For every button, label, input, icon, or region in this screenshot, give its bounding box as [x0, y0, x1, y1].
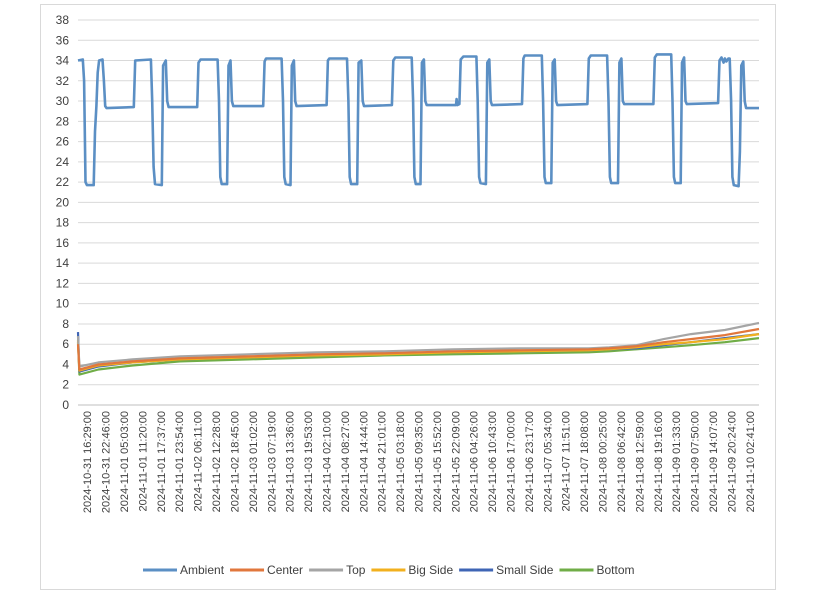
x-tick-label: 2024-11-10 02:41:00 [745, 411, 757, 512]
x-tick-label: 2024-11-06 17:00:00 [506, 411, 518, 512]
x-tick-label: 2024-11-09 14:07:00 [708, 411, 720, 512]
x-tick-label: 2024-11-05 09:35:00 [414, 411, 426, 512]
x-tick-label: 2024-11-05 15:52:00 [432, 411, 444, 512]
x-tick-label: 2024-11-07 11:51:00 [561, 411, 573, 512]
series-line-top [76, 321, 760, 368]
x-tick-label: 2024-11-09 20:24:00 [726, 411, 738, 512]
x-tick-label: 2024-11-03 01:02:00 [248, 411, 260, 512]
y-tick-label: 34 [56, 54, 70, 68]
x-tick-label: 2024-11-02 18:45:00 [229, 411, 241, 512]
x-tick-label: 2024-11-04 14:44:00 [358, 411, 370, 512]
y-tick-label: 6 [62, 337, 69, 351]
x-tick-label: 2024-11-05 03:18:00 [395, 411, 407, 512]
y-tick-label: 22 [56, 175, 70, 189]
legend-item-big-side: Big Side [371, 563, 453, 577]
y-tick-label: 0 [62, 398, 69, 412]
x-tick-label: 2024-11-09 01:33:00 [671, 411, 683, 512]
series-line-center [76, 327, 760, 371]
x-tick-label: 2024-11-04 02:10:00 [321, 411, 333, 512]
legend-item-ambient: Ambient [143, 563, 225, 577]
legend-item-top: Top [309, 563, 366, 577]
x-tick-label: 2024-11-08 19:16:00 [653, 411, 665, 512]
chart-frame: 0 2 4 6 8 10 12 14 16 18 20 22 24 26 28 30 32 34 36 38 2024… [40, 4, 776, 590]
y-tick-label: 12 [56, 276, 70, 290]
x-tick-label: 2024-11-04 21:01:00 [377, 411, 389, 512]
legend-item-bottom: Bottom [559, 563, 635, 577]
series-lines [76, 53, 760, 376]
x-tick-label: 2024-11-03 19:53:00 [303, 411, 315, 512]
x-tick-label: 2024-11-08 12:59:00 [634, 411, 646, 512]
y-tick-label: 18 [56, 216, 70, 230]
y-tick-label: 32 [56, 74, 70, 88]
legend: Ambient Center Top Big Side Small Side Bottom [143, 563, 635, 577]
legend-label: Center [267, 563, 303, 577]
x-tick-label: 2024-11-07 18:08:00 [579, 411, 591, 512]
y-tick-label: 20 [56, 195, 70, 209]
y-tick-label: 14 [56, 256, 70, 270]
x-tick-label: 2024-11-01 17:37:00 [156, 411, 168, 512]
legend-label: Small Side [496, 563, 554, 577]
y-tick-label: 36 [56, 33, 70, 47]
y-tick-label: 26 [56, 135, 70, 149]
x-tick-label: 2024-11-02 06:11:00 [193, 411, 205, 512]
x-tick-label: 2024-11-04 08:27:00 [340, 411, 352, 512]
x-tick-label: 2024-11-06 10:43:00 [487, 411, 499, 512]
x-tick-label: 2024-11-06 23:17:00 [524, 411, 536, 512]
y-tick-label: 28 [56, 114, 70, 128]
x-tick-label: 2024-11-08 06:42:00 [616, 411, 628, 512]
x-tick-label: 2024-10-31 22:46:00 [101, 411, 113, 513]
legend-label: Big Side [408, 563, 453, 577]
y-tick-label: 10 [56, 297, 70, 311]
x-tick-label: 2024-11-01 23:54:00 [174, 411, 186, 512]
legend-item-center: Center [230, 563, 303, 577]
y-tick-label: 2 [62, 378, 69, 392]
x-tick-label: 2024-11-02 12:28:00 [211, 411, 223, 512]
legend-label: Ambient [180, 563, 225, 577]
y-tick-label: 4 [62, 357, 69, 371]
series-line-bottom [76, 337, 760, 376]
x-tick-label: 2024-11-05 22:09:00 [450, 411, 462, 512]
y-tick-label: 24 [56, 155, 70, 169]
gridlines [78, 19, 759, 406]
legend-label: Top [346, 563, 366, 577]
x-tick-label: 2024-11-01 05:03:00 [119, 411, 131, 512]
x-tick-label: 2024-11-01 11:20:00 [137, 411, 149, 512]
y-tick-label: 38 [56, 13, 70, 27]
legend-label: Bottom [596, 563, 634, 577]
y-tick-label: 16 [56, 236, 70, 250]
x-tick-label: 2024-10-31 16:29:00 [82, 411, 94, 513]
x-tick-label: 2024-11-08 00:25:00 [598, 411, 610, 512]
x-axis-ticks: 2024-10-31 16:29:00 2024-10-31 22:46:00 20… [82, 411, 757, 513]
x-tick-label: 2024-11-07 05:34:00 [542, 411, 554, 512]
x-tick-label: 2024-11-06 04:26:00 [469, 411, 481, 512]
y-tick-label: 30 [56, 94, 70, 108]
legend-item-small-side: Small Side [459, 563, 554, 577]
y-tick-label: 8 [62, 317, 69, 331]
series-line-ambient [77, 53, 759, 188]
x-tick-label: 2024-11-03 07:19:00 [266, 411, 278, 512]
x-tick-label: 2024-11-03 13:36:00 [285, 411, 297, 512]
x-tick-label: 2024-11-09 07:50:00 [690, 411, 702, 512]
